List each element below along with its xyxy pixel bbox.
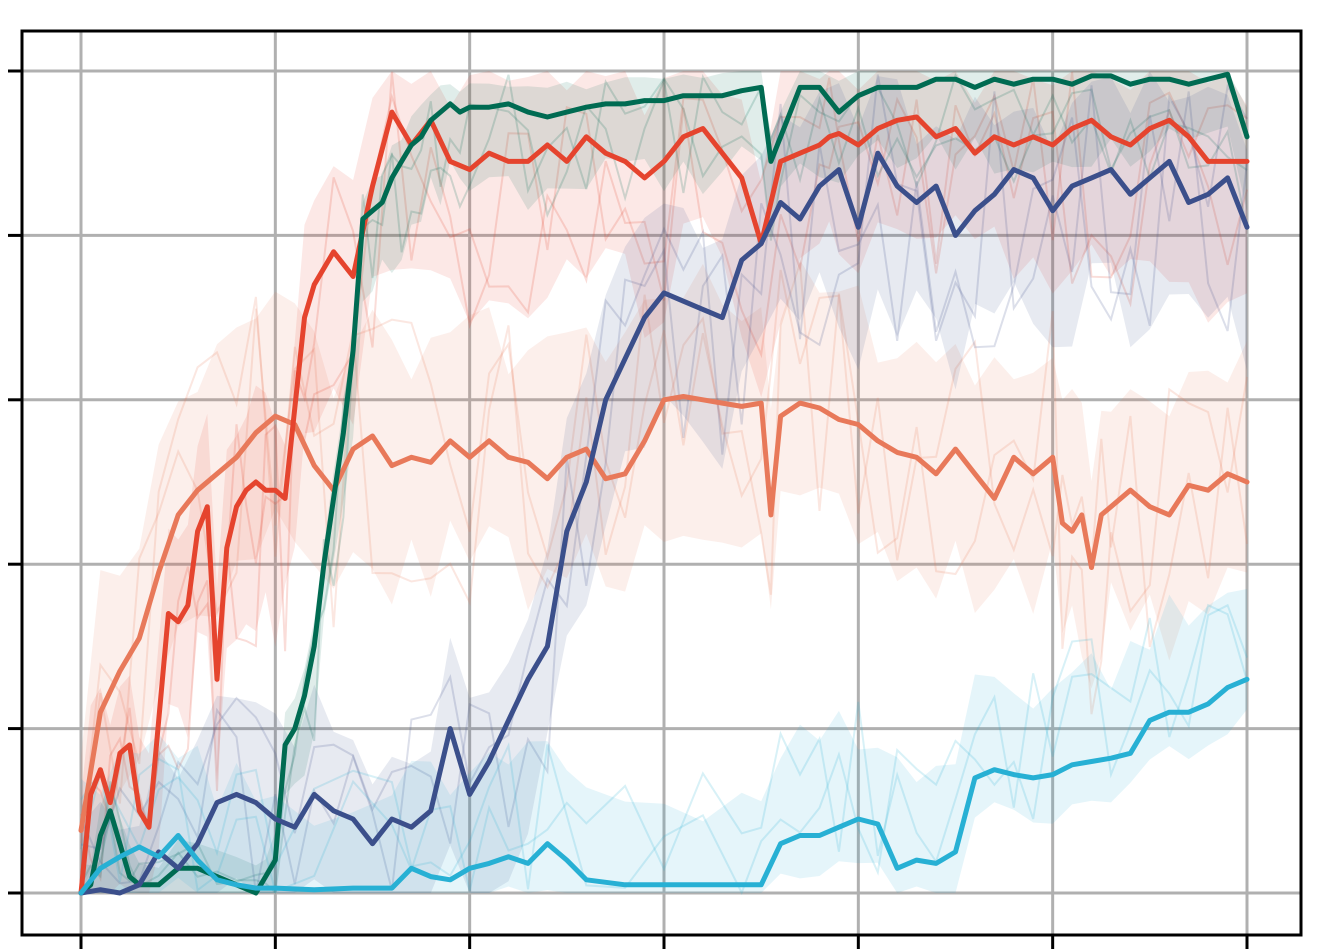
series-noise-trace	[80, 603, 1248, 893]
series-band	[81, 71, 1247, 893]
series-noise-trace	[80, 603, 1248, 896]
axes	[8, 29, 1303, 949]
series-line	[78, 394, 1250, 833]
series-noise-trace	[80, 72, 1248, 883]
grid	[22, 31, 1301, 935]
axes-frame	[20, 29, 1303, 937]
series-band	[81, 589, 1247, 893]
series-line	[78, 71, 1250, 896]
series-noise-trace	[80, 71, 1248, 873]
series-lines	[78, 71, 1250, 896]
series-line	[78, 109, 1250, 896]
series-band	[81, 71, 1247, 893]
series-band	[81, 259, 1247, 893]
series-noise-trace	[80, 74, 1248, 885]
series-noise-trace	[80, 262, 1248, 844]
series-noise-trace	[80, 83, 1248, 894]
series-noise-trace	[80, 73, 1248, 890]
series-band	[81, 71, 1247, 893]
series-line	[78, 676, 1250, 896]
series-line	[78, 150, 1250, 896]
